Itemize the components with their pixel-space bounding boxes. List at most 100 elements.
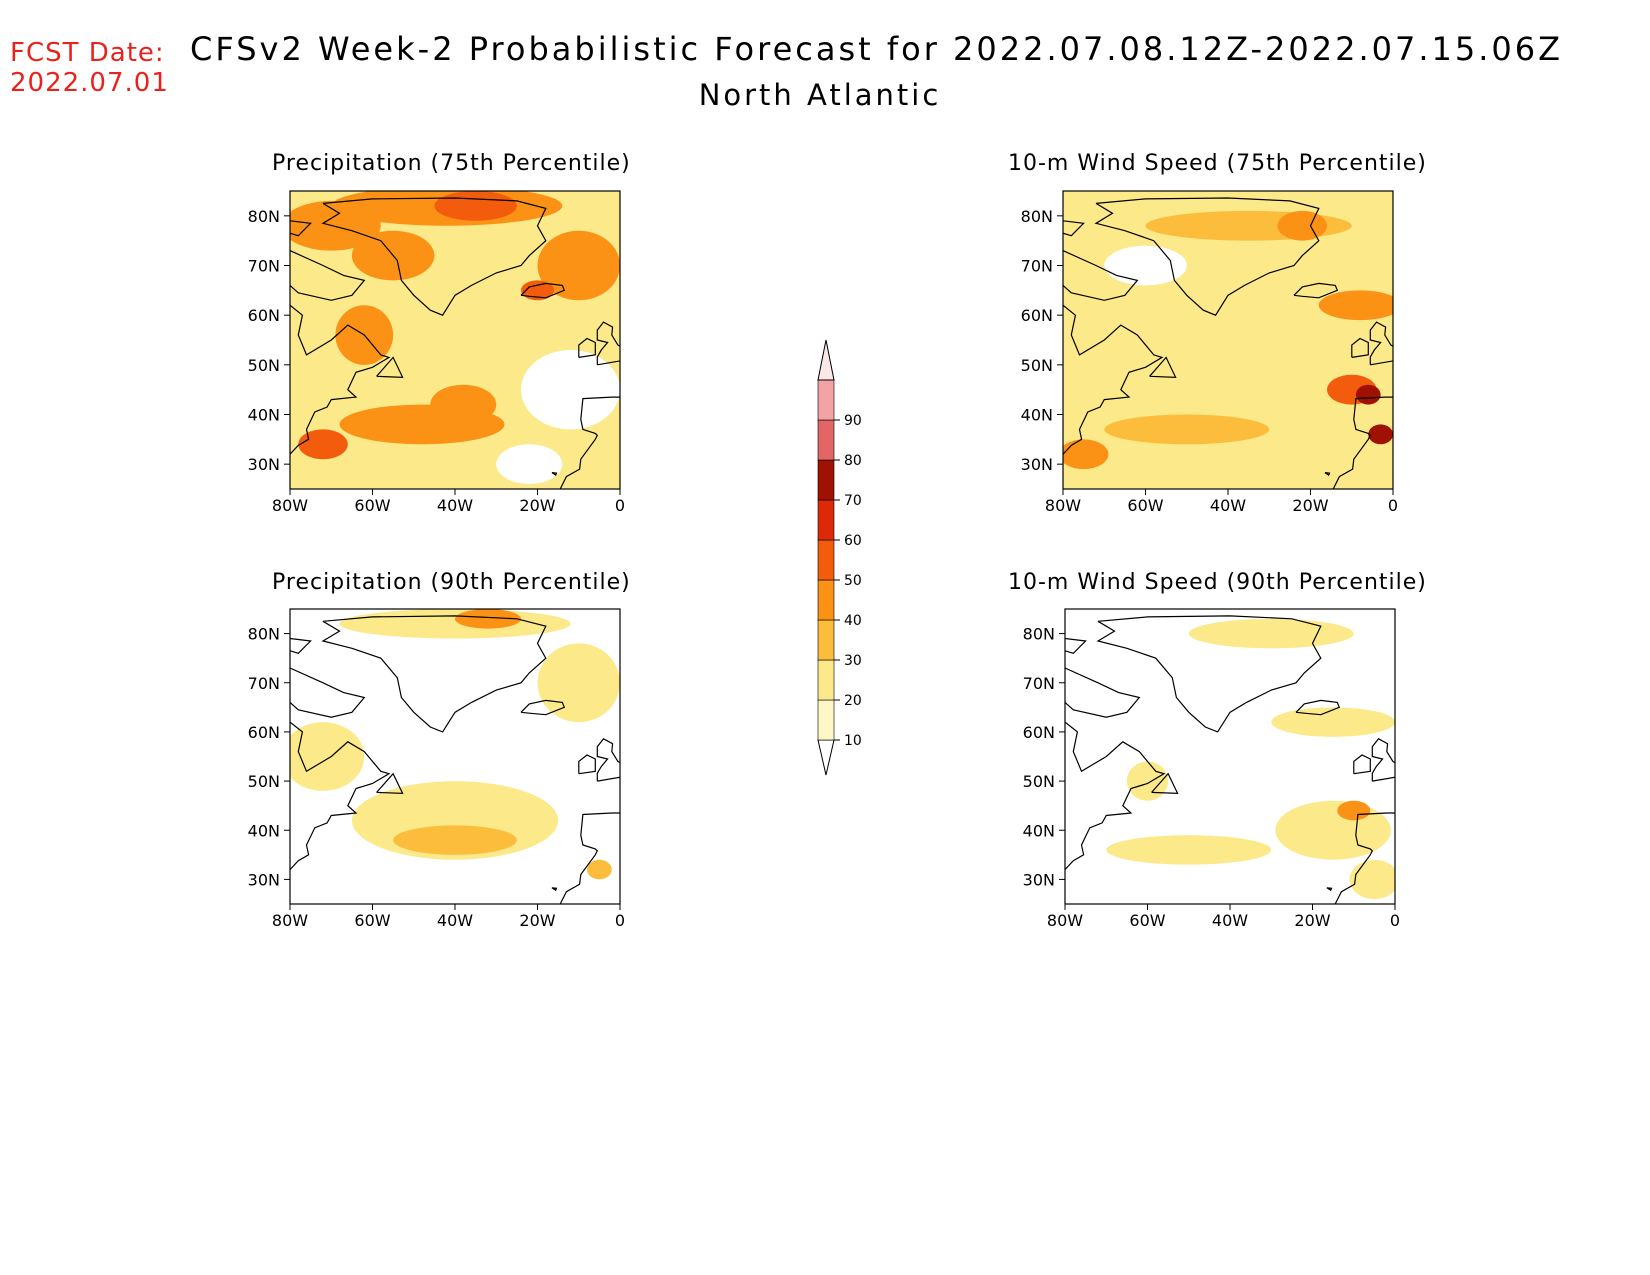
probability-patch	[496, 444, 563, 485]
lat-tick-label: 60N	[248, 723, 280, 742]
colorbar-label: 30	[844, 653, 862, 669]
probability-field	[1065, 609, 1395, 904]
lon-tick-label: 20W	[1292, 496, 1328, 515]
lon-tick-label: 80W	[1045, 496, 1081, 515]
probability-patch	[537, 230, 620, 301]
lat-tick-label: 40N	[248, 821, 280, 840]
panel-title-wind-90: 10-m Wind Speed (90th Percentile)	[1008, 570, 1427, 595]
probability-patch	[1368, 424, 1393, 445]
probability-patch	[587, 859, 612, 880]
coastline	[290, 721, 391, 871]
probability-patch	[521, 349, 620, 430]
lon-tick-label: 0	[615, 496, 625, 515]
coastline	[290, 220, 312, 237]
panel-title-wind-75: 10-m Wind Speed (75th Percentile)	[1008, 151, 1427, 176]
lat-tick-label: 50N	[248, 356, 280, 375]
region-subtitle: North Atlantic	[698, 78, 942, 112]
colorbar-swatch	[817, 619, 835, 661]
lon-tick-label: 60W	[1127, 496, 1163, 515]
lat-tick-label: 50N	[248, 772, 280, 791]
lon-tick-label: 40W	[1210, 496, 1246, 515]
coastline	[321, 197, 547, 316]
lon-tick-label: 80W	[272, 496, 308, 515]
lat-tick-label: 50N	[1021, 356, 1053, 375]
probability-patch	[1355, 384, 1381, 405]
coastline	[596, 738, 620, 782]
probability-field	[1063, 191, 1393, 489]
coastline	[290, 637, 312, 654]
colorbar-swatch	[817, 699, 835, 741]
lat-tick-label: 60N	[1023, 723, 1055, 742]
probability-patch	[521, 280, 554, 301]
probability-field	[290, 609, 620, 904]
coastline	[551, 887, 558, 892]
coastline	[578, 754, 596, 775]
lat-tick-label: 80N	[1021, 207, 1053, 226]
panel-title-precip-75: Precipitation (75th Percentile)	[272, 151, 631, 176]
coastline	[1293, 282, 1339, 299]
colorbar-label: 10	[844, 733, 862, 749]
lon-tick-label: 40W	[1212, 911, 1248, 930]
probability-patch	[455, 609, 521, 629]
map-panel-precip-90: 80N 70N 60N 50N 40N 30N 80W 60W 40W 20W 0	[248, 608, 625, 930]
map-panel-wind-90: 80N 70N 60N 50N 40N 30N 80W 60W 40W 20W 0	[1023, 608, 1400, 930]
lat-tick-label: 30N	[1021, 455, 1053, 474]
coastline	[376, 772, 404, 795]
lat-tick-label: 80N	[248, 207, 280, 226]
lat-tick-label: 40N	[248, 406, 280, 425]
lon-tick-label: 0	[1390, 911, 1400, 930]
probability-patch	[393, 825, 517, 855]
coastline	[1151, 772, 1179, 795]
coastline	[520, 282, 566, 299]
coastline	[1063, 250, 1139, 301]
colorbar-label: 50	[844, 573, 862, 589]
probability-patch	[430, 384, 497, 425]
coastline	[1332, 396, 1393, 489]
lat-tick-label: 30N	[1023, 870, 1055, 889]
coastline	[1149, 356, 1177, 378]
probability-patch	[434, 191, 517, 221]
coastline	[1065, 637, 1087, 654]
lon-tick-label: 80W	[1047, 911, 1083, 930]
lon-tick-label: 40W	[437, 496, 473, 515]
colorbar-swatch	[817, 379, 835, 421]
coastline	[1295, 699, 1341, 716]
lat-tick-label: 70N	[248, 674, 280, 693]
coastline	[1369, 321, 1393, 366]
panel-title-precip-90: Precipitation (90th Percentile)	[272, 570, 631, 595]
lon-tick-label: 60W	[354, 496, 390, 515]
fcst-date-label: FCST Date:	[10, 38, 165, 68]
lon-tick-label: 80W	[272, 911, 308, 930]
lat-tick-label: 30N	[248, 455, 280, 474]
coastline	[1353, 754, 1371, 775]
colorbar-swatch	[817, 539, 835, 581]
lat-tick-label: 40N	[1023, 821, 1055, 840]
coastline	[1351, 337, 1369, 358]
probability-patch	[1106, 835, 1272, 865]
probability-patch	[1271, 707, 1395, 737]
probability-patch	[1337, 800, 1371, 821]
lat-tick-label: 60N	[248, 306, 280, 325]
coastline	[1063, 220, 1085, 237]
coastline	[1096, 615, 1322, 733]
lat-tick-label: 60N	[1021, 306, 1053, 325]
probability-patch	[1275, 800, 1391, 860]
fcst-date-value: 2022.07.01	[10, 68, 169, 98]
lon-tick-label: 20W	[519, 496, 555, 515]
lat-tick-label: 50N	[1023, 772, 1055, 791]
probability-patch	[298, 429, 348, 460]
lon-tick-label: 0	[1388, 496, 1398, 515]
colorbar-label: 20	[844, 693, 862, 709]
lon-tick-label: 20W	[1294, 911, 1330, 930]
coastline	[596, 321, 620, 366]
coastline	[290, 667, 366, 718]
coastline	[578, 337, 596, 358]
lon-tick-label: 20W	[519, 911, 555, 930]
colorbar: 10 20 30 40 50 60 70 80 90	[817, 339, 862, 776]
coastline	[1065, 721, 1166, 871]
coastline	[1334, 812, 1395, 904]
coastline	[290, 304, 391, 455]
colorbar-extension-high	[817, 339, 835, 381]
probability-patch	[1188, 618, 1354, 649]
